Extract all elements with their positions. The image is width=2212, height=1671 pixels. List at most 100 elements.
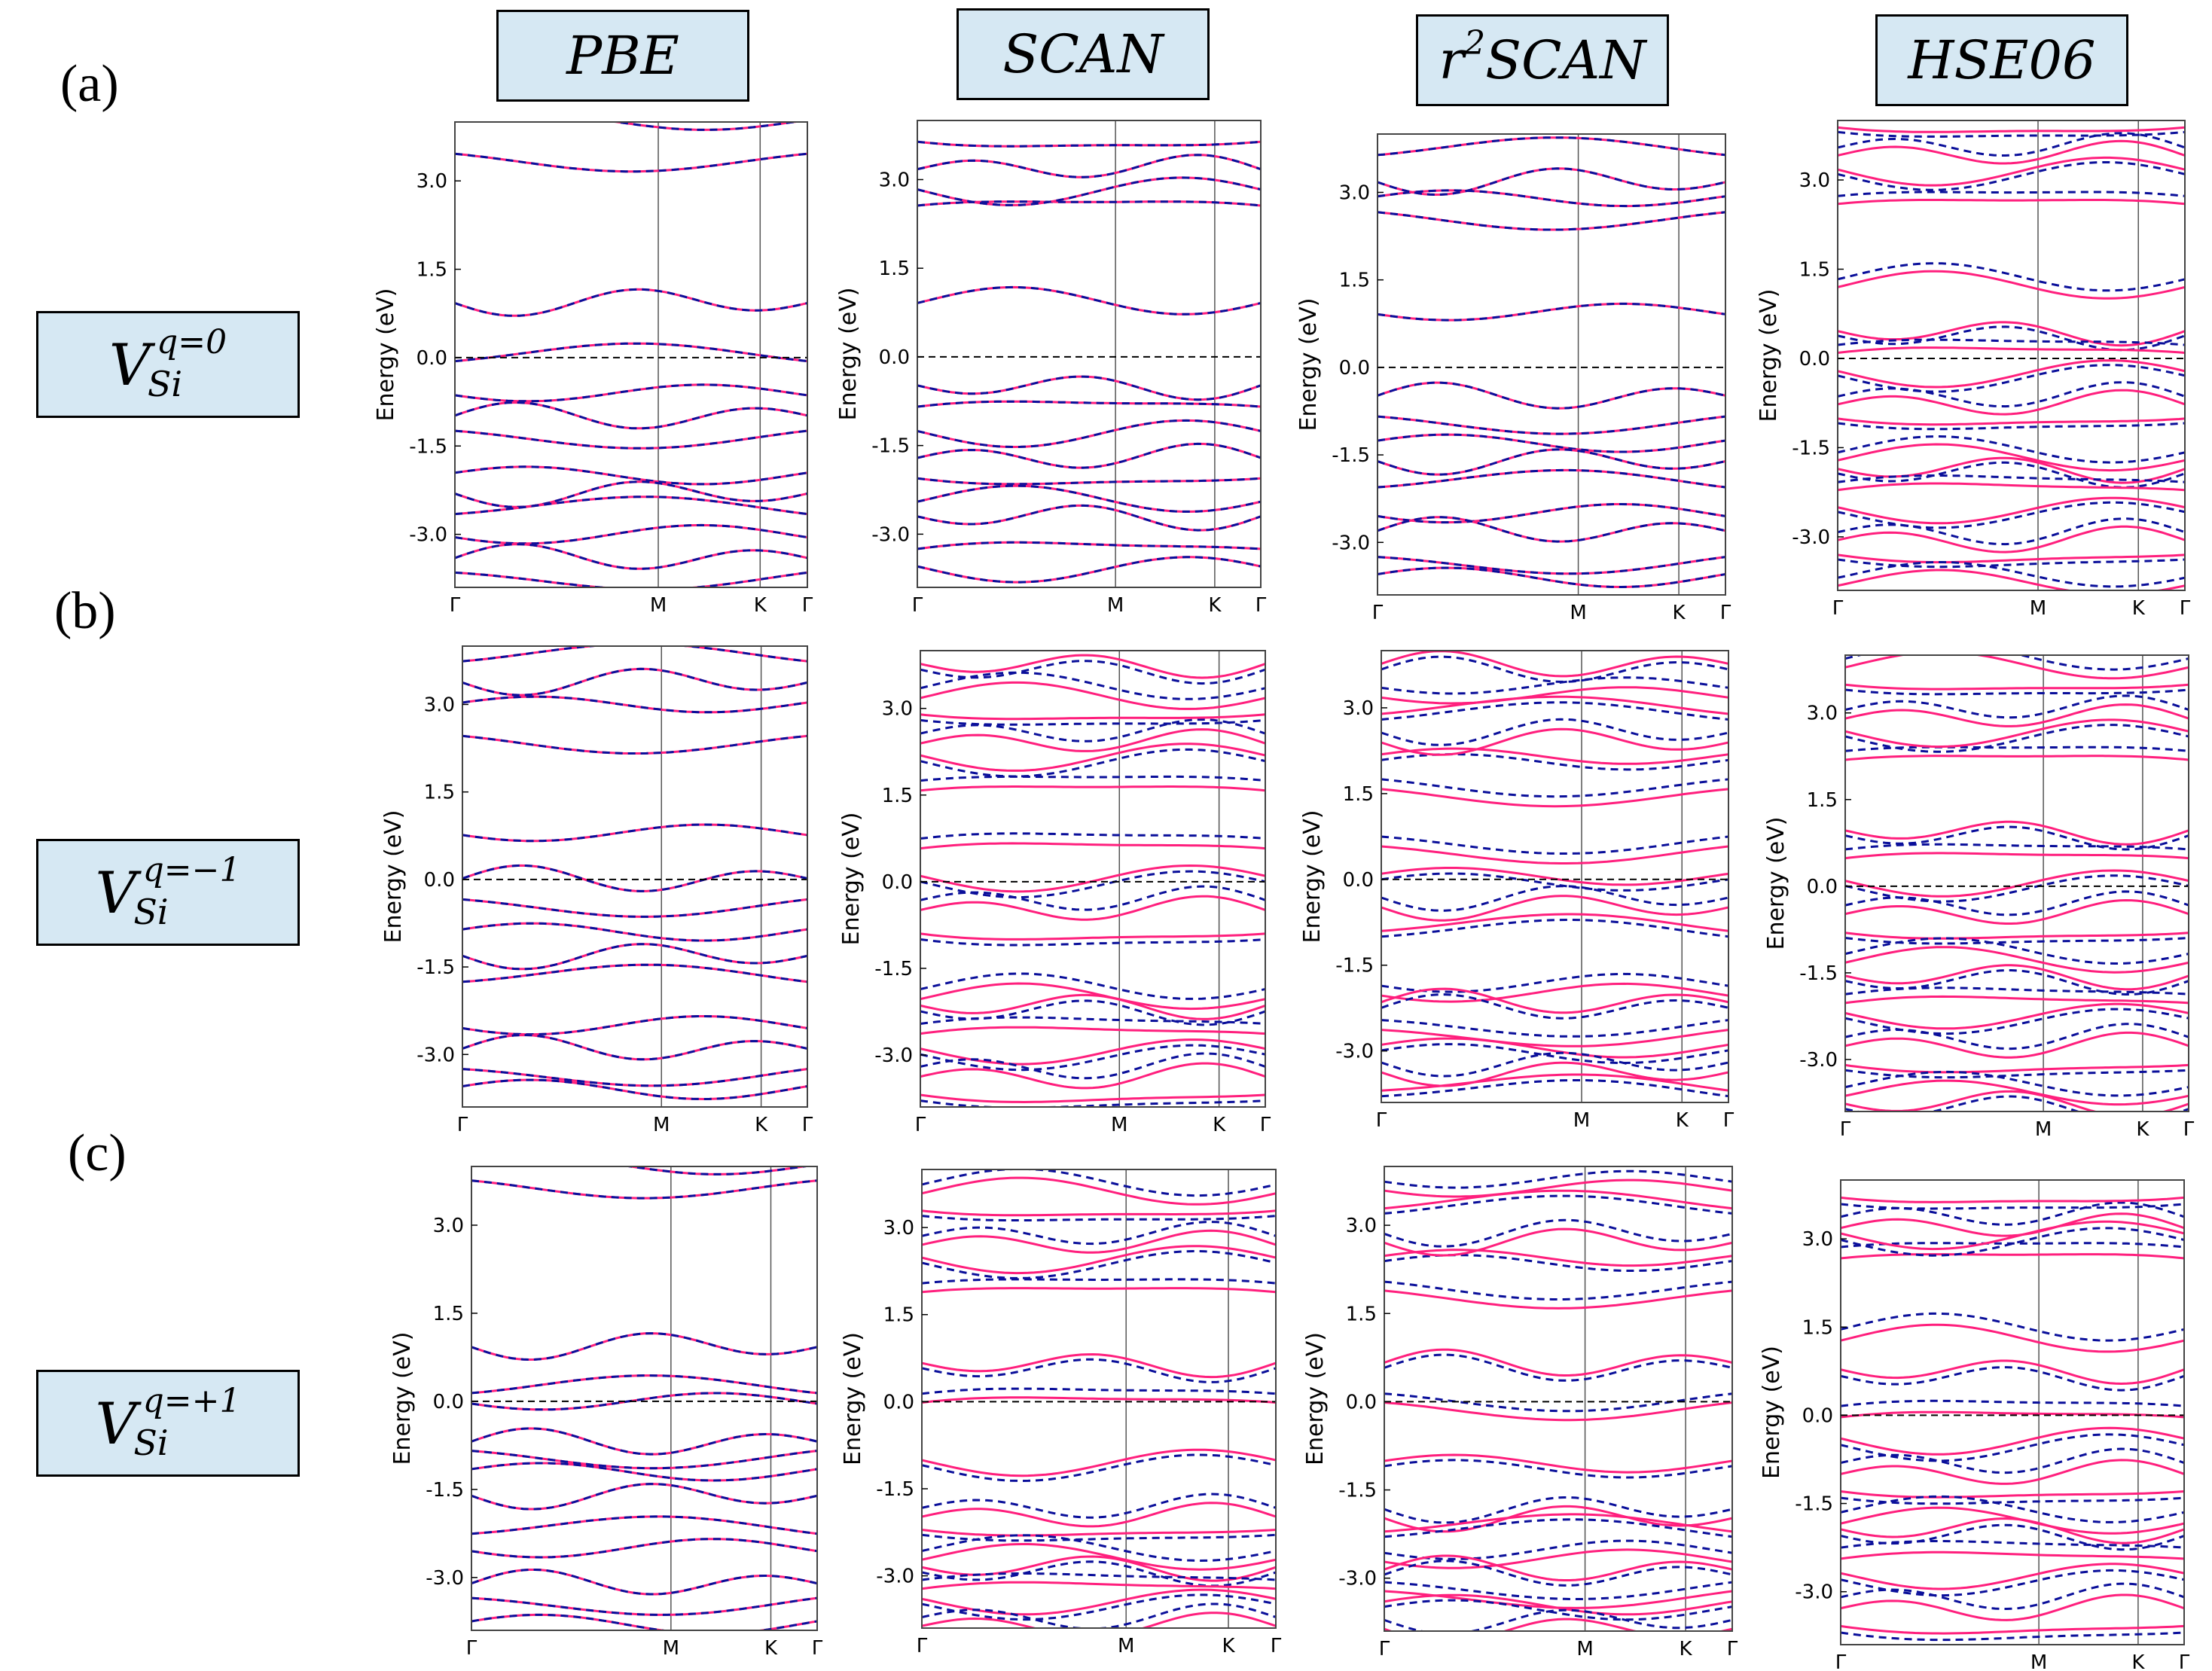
band-spin-down [1384, 1169, 1732, 1189]
band-spin-down [1841, 1495, 2184, 1523]
band-spin-up [920, 713, 1265, 721]
band-spin-down [1378, 189, 1725, 208]
y-axis-label: Energy (eV) [838, 813, 865, 946]
band-spin-down [462, 864, 807, 892]
y-tick-label: -3.0 [1795, 1581, 1833, 1604]
band-spin-up [1845, 1002, 2189, 1030]
band-spin-up [1381, 895, 1728, 922]
band-spin-down [1838, 132, 2185, 157]
method-header-pbe: PBE [496, 10, 749, 102]
band-spin-down [1378, 516, 1725, 543]
band-spin-up [920, 982, 1265, 1011]
x-tick-label: M [1576, 1638, 1593, 1660]
band-spin-up [471, 1483, 817, 1511]
band-spin-up [1841, 1426, 2184, 1456]
y-tick-label: 3.0 [1807, 703, 1838, 725]
band-spin-down [1841, 1631, 2184, 1642]
band-spin-up [917, 154, 1261, 178]
y-axis-label: Energy (eV) [380, 810, 407, 944]
band-spin-down [1378, 468, 1725, 489]
panel-frame [471, 1166, 818, 1631]
y-tick-label: -3.0 [426, 1567, 464, 1590]
x-tick-label: Γ [1271, 1635, 1282, 1657]
y-tick-label: 0.0 [1802, 1404, 1833, 1427]
band-spin-up [1841, 1359, 2184, 1386]
method-base: SCAN [1485, 29, 1646, 91]
band-spin-down [917, 504, 1261, 532]
band-spin-down [917, 477, 1261, 486]
state-superscript: q=0 [157, 322, 227, 361]
state-label-qp1: V Si q=+1 [36, 1370, 300, 1477]
band-spin-up [1838, 496, 2185, 525]
y-tick-label: 3.0 [882, 698, 913, 721]
band-spin-down [1838, 474, 2185, 483]
band-spin-down [1841, 1242, 2184, 1249]
band-spin-up [1384, 1348, 1732, 1377]
band-spin-down [1841, 1399, 2184, 1407]
y-tick-label: 0.0 [1343, 869, 1374, 892]
band-spin-up [455, 152, 807, 173]
band-spin-down [1381, 919, 1728, 938]
band-spin-up [1841, 1517, 2184, 1544]
x-tick-label: K [2136, 1118, 2149, 1141]
band-spin-down [1838, 161, 2185, 191]
band-spin-up [922, 1588, 1276, 1616]
band-spin-down [922, 1169, 1276, 1197]
x-tick-label: M [2030, 597, 2046, 620]
band-spin-up [920, 681, 1265, 710]
y-tick-label: 0.0 [879, 346, 910, 369]
band-spin-down [1845, 1023, 2189, 1050]
band-spin-up [922, 1209, 1276, 1217]
band-spin-down [1381, 885, 1728, 912]
band-spin-down [1381, 835, 1728, 855]
band-spin-down [922, 1387, 1276, 1395]
band-spin-up [1838, 443, 2185, 472]
y-tick-label: 0.0 [433, 1391, 464, 1413]
x-tick-label: Γ [812, 1637, 823, 1660]
band-spin-up [1841, 1563, 2184, 1590]
x-tick-label: Γ [1840, 1118, 1851, 1141]
band-spin-down [922, 1215, 1276, 1221]
x-tick-label: M [2035, 1118, 2052, 1141]
band-spin-up [922, 1543, 1276, 1571]
y-tick-label: 1.5 [1807, 789, 1838, 812]
band-spin-up [1841, 1490, 2184, 1499]
band-spin-down [1845, 1070, 2189, 1097]
band-spin-up [1841, 1593, 2184, 1621]
band-spin-up [462, 963, 807, 983]
band-spin-up [1381, 747, 1728, 765]
band-spin-down [922, 1493, 1276, 1519]
state-symbol: V [95, 1389, 137, 1457]
panel-frame [1384, 1166, 1733, 1632]
x-tick-label: M [1573, 1109, 1590, 1132]
method-header-hse06: HSE06 [1875, 14, 2128, 106]
y-tick-label: -1.5 [1335, 955, 1374, 977]
band-spin-down [462, 695, 807, 714]
x-tick-label: K [754, 594, 767, 617]
band-spin-up [1384, 1505, 1732, 1533]
band-spin-up [922, 1287, 1276, 1294]
band-spin-down [471, 1483, 817, 1511]
band-spin-up [1845, 932, 2189, 940]
band-spin-up [462, 734, 807, 755]
x-tick-label: Γ [2179, 1651, 2190, 1671]
y-axis-label: Energy (eV) [373, 288, 399, 422]
band-spin-up [920, 993, 1265, 1020]
band-spin-up [922, 1229, 1276, 1254]
band-spin-down [1384, 1599, 1732, 1621]
y-axis-label: Energy (eV) [1759, 1346, 1785, 1479]
band-spin-down [920, 885, 1265, 911]
band-spin-up [455, 429, 807, 450]
band-spin-down [1845, 694, 2189, 719]
state-label-qm1: V Si q=−1 [36, 839, 300, 946]
state-symbol: V [108, 331, 151, 398]
band-spin-up [462, 864, 807, 892]
band-spin-down [471, 1179, 817, 1200]
x-tick-label: K [1676, 1109, 1689, 1132]
y-axis-label: Energy (eV) [835, 288, 862, 421]
y-tick-label: 0.0 [1339, 357, 1370, 380]
band-spin-down [1384, 1608, 1732, 1631]
band-spin-down [462, 898, 807, 918]
band-spin-down [1381, 1019, 1728, 1038]
band-spin-up [1838, 199, 2185, 206]
